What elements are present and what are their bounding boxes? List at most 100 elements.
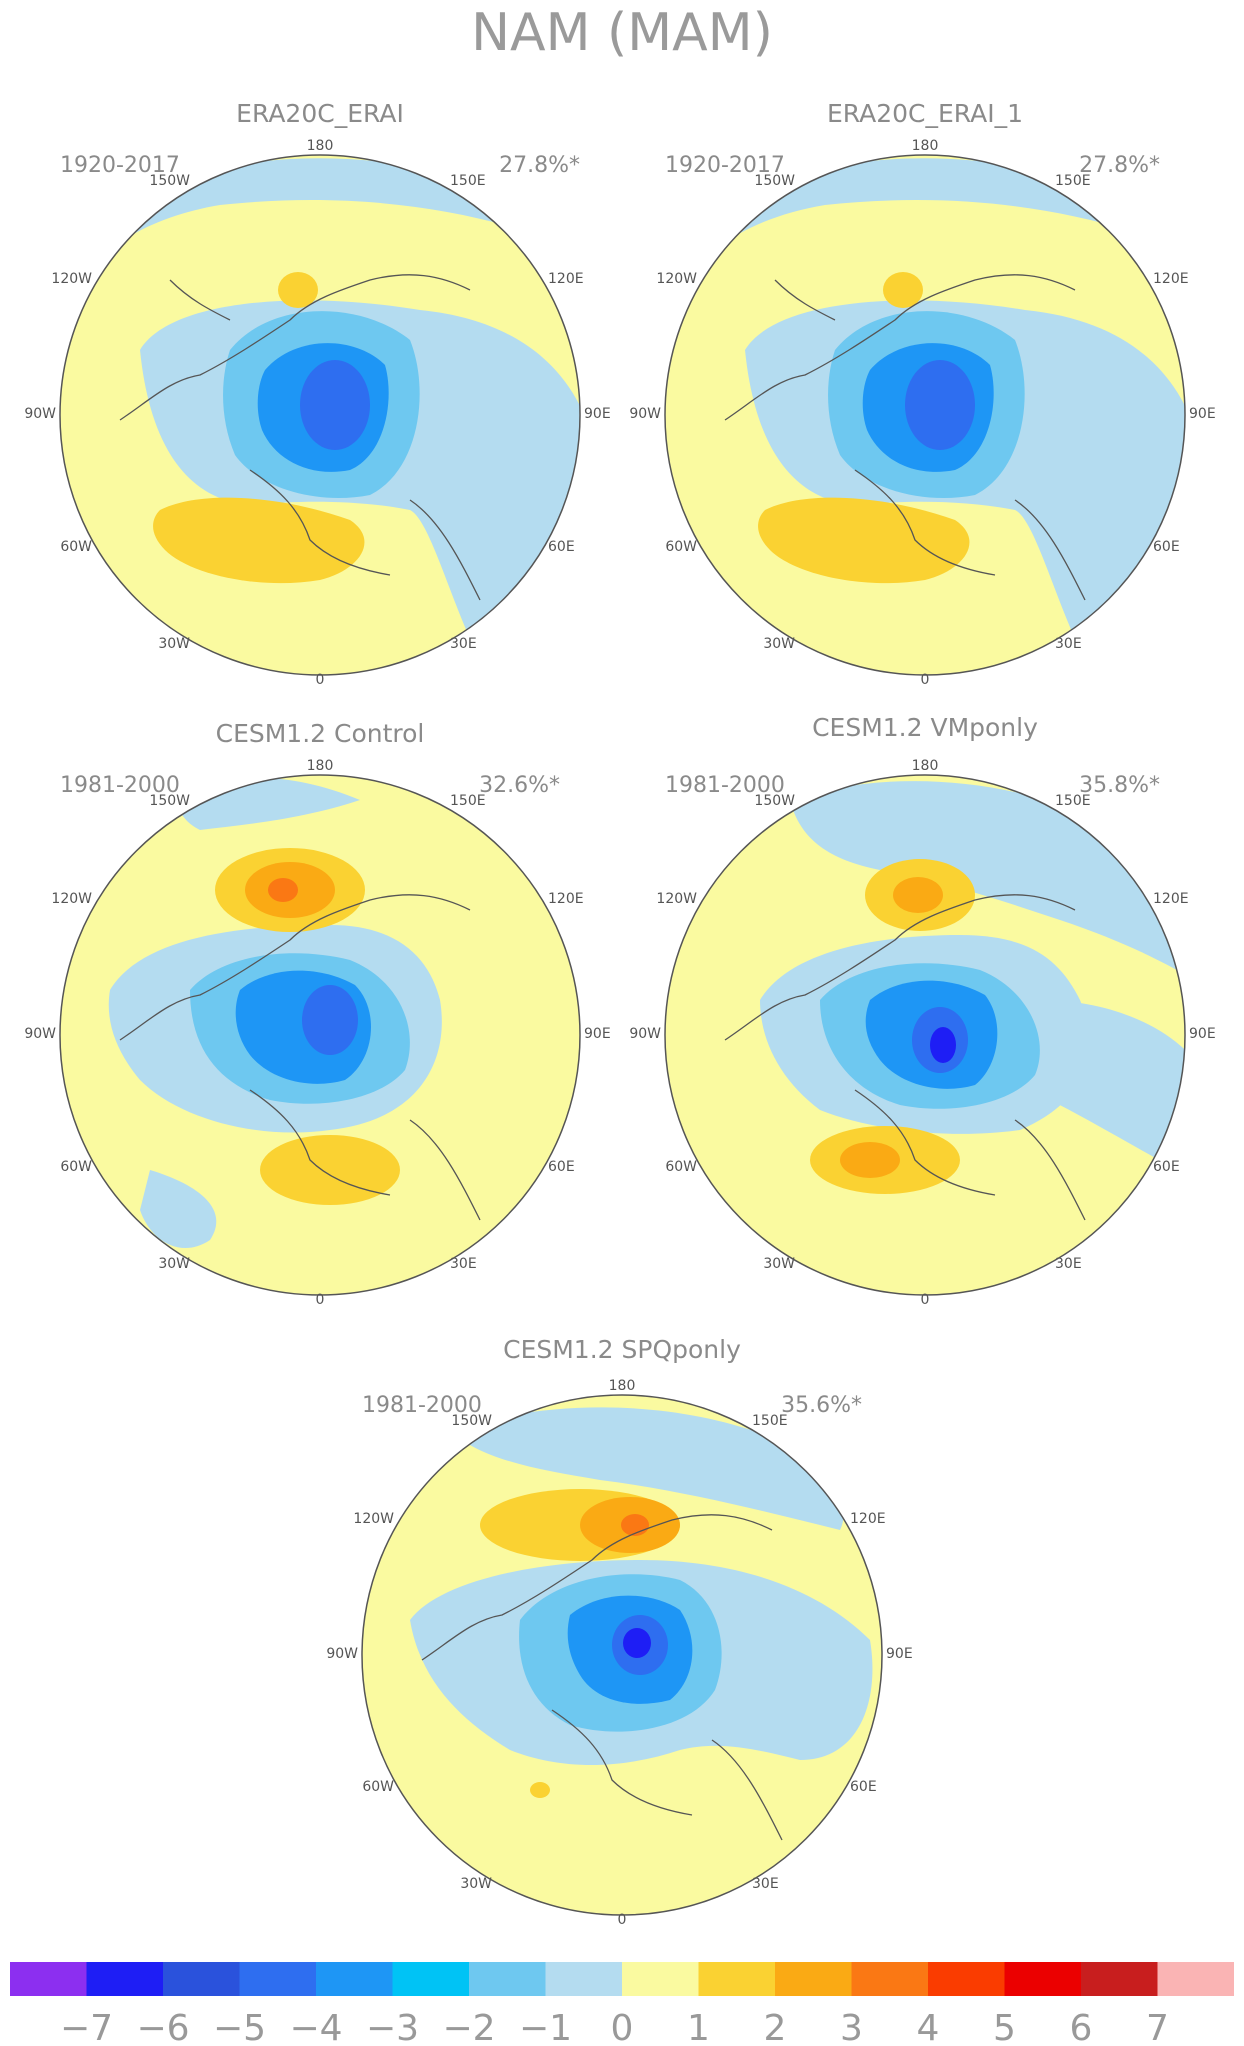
lon-label-90w: 90W [326, 1646, 358, 1662]
panel-period: 1981-2000 [60, 773, 180, 798]
coastlines [724, 274, 1086, 601]
negative-anomaly-core [905, 360, 975, 450]
colorbar-swatch [239, 1962, 316, 1996]
colorbar-swatch [392, 1962, 469, 1996]
lon-label-30e: 30E [1055, 1256, 1082, 1272]
map-boundary [664, 774, 1186, 1296]
colorbar-swatch [622, 1962, 699, 1996]
lon-label-150w: 150W [149, 173, 190, 189]
lon-label-120e: 120E [548, 271, 584, 287]
lon-label-150e: 150E [450, 793, 486, 809]
colorbar-swatch [86, 1962, 163, 1996]
lon-label-0: 0 [618, 1912, 627, 1928]
lon-label-150w: 150W [149, 793, 190, 809]
colorbar-tick-label: 5 [993, 2008, 1016, 2046]
map-boundary [664, 154, 1186, 676]
lon-label-30w: 30W [158, 636, 190, 652]
lon-label-90e: 90E [584, 406, 611, 422]
colorbar-tick-label: 6 [1070, 2008, 1093, 2046]
colorbar-swatch [1004, 1962, 1081, 1996]
map-boundary [59, 774, 581, 1296]
map-panel-cesm-control: CESM1.2 Control 1981-2000 32.6%* 180 150… [24, 719, 610, 1308]
negative-anomaly-center [930, 1027, 956, 1063]
panel-period: 1981-2000 [665, 773, 785, 798]
lon-label-120w: 120W [353, 1511, 394, 1527]
map-field [60, 155, 580, 675]
positive-anomaly-atlantic [758, 497, 970, 584]
negative-anomaly-pacific [450, 1407, 844, 1530]
lon-label-90e: 90E [886, 1646, 913, 1662]
map-boundary [361, 1394, 883, 1916]
coastlines [724, 894, 1086, 1221]
panel-title: CESM1.2 VMponly [812, 713, 1038, 742]
negative-anomaly-core [302, 985, 358, 1055]
lon-label-60w: 60W [362, 1779, 394, 1795]
lon-label-150w: 150W [754, 793, 795, 809]
lon-label-30e: 30E [450, 636, 477, 652]
lon-label-90e: 90E [1189, 406, 1216, 422]
colorbar-tick-label: −5 [213, 2008, 266, 2046]
lon-label-30w: 30W [763, 1256, 795, 1272]
map-field [665, 775, 1185, 1295]
colorbar-tick-label: −4 [289, 2008, 342, 2046]
lon-label-150e: 150E [450, 173, 486, 189]
colorbar-tick-label: 7 [1146, 2008, 1169, 2046]
colorbar-tick-label: 1 [687, 2008, 710, 2046]
map-panel-era20c-erai: ERA20C_ERAI 1920-2017 27.8%* 180 150E 12… [24, 99, 610, 688]
lon-label-120e: 120E [1153, 271, 1189, 287]
lon-label-60e: 60E [1153, 1159, 1180, 1175]
lon-label-150w: 150W [451, 1413, 492, 1429]
lon-label-30w: 30W [763, 636, 795, 652]
panel-variance: 27.8%* [1079, 153, 1160, 178]
positive-anomaly-atlantic-core [840, 1142, 900, 1178]
map-boundary [59, 154, 581, 676]
lon-label-60w: 60W [665, 539, 697, 555]
lon-label-60w: 60W [665, 1159, 697, 1175]
colorbar-tick-label: −7 [60, 2008, 113, 2046]
positive-anomaly-pacific [278, 272, 318, 308]
lon-label-30w: 30W [460, 1876, 492, 1892]
lon-label-180: 180 [912, 758, 939, 774]
colorbar-swatch [469, 1962, 546, 1996]
lon-label-120e: 120E [548, 891, 584, 907]
negative-anomaly-atlantic [140, 1170, 217, 1249]
positive-anomaly-pacific-core [893, 877, 943, 913]
colorbar-tick-label: −1 [519, 2008, 572, 2046]
lon-label-0: 0 [921, 672, 930, 688]
lon-label-60e: 60E [548, 539, 575, 555]
coastlines [421, 1514, 783, 1841]
colorbar-tick-label: −6 [136, 2008, 189, 2046]
colorbar-swatch [316, 1962, 393, 1996]
lon-label-60w: 60W [60, 1159, 92, 1175]
lon-label-180: 180 [307, 138, 334, 154]
lon-label-120e: 120E [850, 1511, 886, 1527]
map-panel-cesm-spqponly: CESM1.2 SPQponly 1981-2000 35.6%* 180 15… [326, 1335, 912, 1928]
panel-variance: 27.8%* [499, 153, 580, 178]
colorbar-swatch [10, 1962, 87, 1996]
lon-label-60e: 60E [548, 1159, 575, 1175]
figure-title: NAM (MAM) [471, 3, 773, 63]
panel-title: CESM1.2 Control [216, 719, 425, 748]
lon-label-150e: 150E [1055, 173, 1091, 189]
lon-label-120w: 120W [656, 891, 697, 907]
lon-label-90w: 90W [629, 406, 661, 422]
lon-label-0: 0 [316, 1292, 325, 1308]
map-panel-cesm-vmponly: CESM1.2 VMponly 1981-2000 35.8%* 180 150… [629, 713, 1215, 1308]
lon-label-180: 180 [912, 138, 939, 154]
positive-anomaly-atlantic [153, 497, 365, 584]
negative-anomaly-core [300, 360, 370, 450]
lon-label-60e: 60E [850, 1779, 877, 1795]
colorbar-swatch [545, 1962, 622, 1996]
coastlines [119, 274, 481, 601]
colorbar-swatch [1157, 1962, 1234, 1996]
lon-label-120w: 120W [51, 891, 92, 907]
colorbar-tick-label: 2 [764, 2008, 787, 2046]
colorbar-tick-label: 3 [840, 2008, 863, 2046]
lon-label-180: 180 [609, 1378, 636, 1394]
map-field [60, 775, 580, 1295]
positive-anomaly-small [530, 1782, 550, 1798]
lon-label-60w: 60W [60, 539, 92, 555]
colorbar-tick-label: −2 [442, 2008, 495, 2046]
coastlines [119, 894, 481, 1221]
